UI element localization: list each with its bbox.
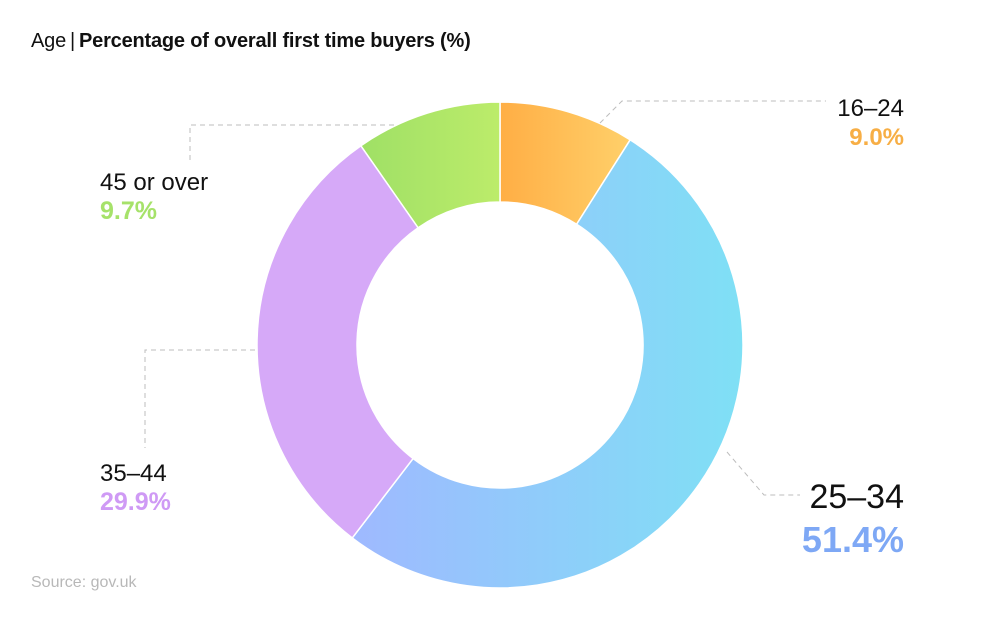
label-category-25-34: 25–34	[809, 478, 904, 516]
label-category-35-44: 35–44	[100, 460, 167, 487]
label-category-16-24: 16–24	[837, 95, 904, 122]
slice-25-34	[351, 138, 744, 589]
slice-35-44	[256, 144, 420, 539]
leader-lines	[144, 100, 826, 496]
slice-labels: 16–24 9.0% 25–34 51.4% 35–44 29.9% 45 or…	[100, 95, 904, 560]
leader-35-44	[144, 349, 255, 448]
title-separator: |	[70, 30, 75, 52]
donut-slices	[256, 101, 744, 589]
label-category-45-or-over: 45 or over	[100, 169, 208, 196]
leader-16-24	[599, 100, 826, 124]
title-main: Percentage of overall first time buyers …	[79, 30, 471, 52]
leader-45-or-over	[189, 124, 394, 160]
label-value-45-or-over: 9.7%	[100, 197, 157, 225]
slice-45-or-over	[359, 101, 501, 229]
label-value-16-24: 9.0%	[849, 124, 904, 151]
title-prefix: Age	[31, 30, 66, 52]
label-value-35-44: 29.9%	[100, 488, 171, 516]
leader-25-34	[726, 451, 800, 496]
source-note: Source: gov.uk	[31, 574, 137, 591]
label-value-25-34: 51.4%	[802, 519, 904, 560]
chart-title: Age | Percentage of overall first time buy…	[31, 30, 471, 53]
